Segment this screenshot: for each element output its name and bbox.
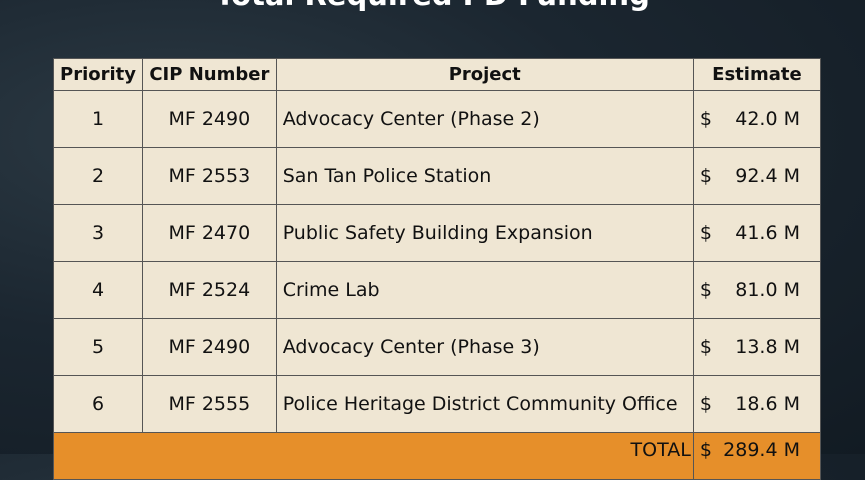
project-cell: Crime Lab bbox=[275, 261, 694, 319]
currency-cell: $ bbox=[692, 375, 718, 433]
priority-cell: 3 bbox=[53, 204, 143, 262]
table-row: 6 MF 2555 Police Heritage District Communi… bbox=[53, 375, 822, 433]
total-amount: 289.4 M bbox=[717, 432, 822, 480]
project-cell: Police Heritage District Community Offic… bbox=[275, 375, 694, 433]
header-cell: Estimate bbox=[692, 58, 822, 91]
table-row: 2 MF 2553 San Tan Police Station $92.4 M bbox=[53, 147, 822, 205]
header-row: Priority CIP Number Project Estimate bbox=[53, 58, 822, 91]
estimate-cell: 13.8 M bbox=[717, 318, 822, 376]
estimate-cell: 18.6 M bbox=[717, 375, 822, 433]
header-cell: Project bbox=[275, 58, 694, 91]
cip-cell: MF 2470 bbox=[142, 204, 277, 262]
estimate-cell: 92.4 M bbox=[717, 147, 822, 205]
total-label: TOTAL bbox=[53, 432, 694, 480]
priority-cell: 6 bbox=[53, 375, 143, 433]
table-row: 3 MF 2470 Public Safety Building Expansion… bbox=[53, 204, 822, 262]
project-cell: San Tan Police Station bbox=[275, 147, 694, 205]
priority-cell: 1 bbox=[53, 90, 143, 148]
table-row: 5 MF 2490 Advocacy Center (Phase 3) $13.8 M bbox=[53, 318, 822, 376]
header-cell: CIP Number bbox=[142, 58, 277, 91]
estimate-cell: 81.0 M bbox=[717, 261, 822, 319]
project-cell: Public Safety Building Expansion bbox=[275, 204, 694, 262]
slide-title: Total Required PD Funding bbox=[0, 0, 865, 12]
priority-cell: 2 bbox=[53, 147, 143, 205]
cip-cell: MF 2555 bbox=[142, 375, 277, 433]
priority-cell: 4 bbox=[53, 261, 143, 319]
table-body: 1 MF 2490 Advocacy Center (Phase 2) $42.0 M… bbox=[53, 90, 822, 480]
priority-cell: 5 bbox=[53, 318, 143, 376]
estimate-cell: 42.0 M bbox=[717, 90, 822, 148]
header-cell: Priority bbox=[53, 58, 143, 91]
cip-cell: MF 2553 bbox=[142, 147, 277, 205]
total-currency: $ bbox=[692, 432, 718, 480]
table-row: 1 MF 2490 Advocacy Center (Phase 2) $42.0 M bbox=[53, 90, 822, 148]
cip-cell: MF 2490 bbox=[142, 318, 277, 376]
currency-cell: $ bbox=[692, 204, 718, 262]
currency-cell: $ bbox=[692, 90, 718, 148]
estimate-cell: 41.6 M bbox=[717, 204, 822, 262]
cip-cell: MF 2490 bbox=[142, 90, 277, 148]
currency-cell: $ bbox=[692, 147, 718, 205]
currency-cell: $ bbox=[692, 261, 718, 319]
project-cell: Advocacy Center (Phase 2) bbox=[275, 90, 694, 148]
table-row: 4 MF 2524 Crime Lab $81.0 M bbox=[53, 261, 822, 319]
total-row: TOTAL $289.4 M bbox=[53, 432, 822, 480]
funding-table: Priority CIP Number Project Estimate 1 MF 24… bbox=[53, 58, 822, 480]
project-cell: Advocacy Center (Phase 3) bbox=[275, 318, 694, 376]
currency-cell: $ bbox=[692, 318, 718, 376]
cip-cell: MF 2524 bbox=[142, 261, 277, 319]
